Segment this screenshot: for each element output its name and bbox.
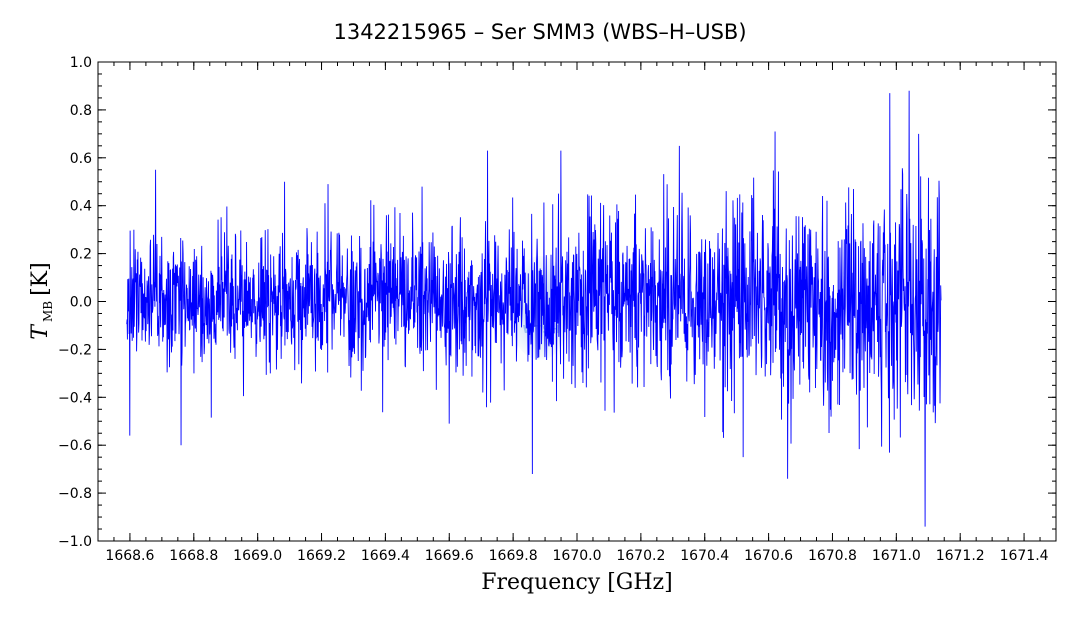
x-axis-ticks <box>97 62 1057 541</box>
y-axis-title-subscript: MB <box>41 301 55 322</box>
svg-text:TMB[K]: TMB [K] <box>28 262 55 339</box>
y-axis-tick-labels: −1.0 −0.8 −0.6 −0.4 −0.2 0.0 0.2 0.4 0.6 0.8 1.0 <box>58 55 92 550</box>
y-tick-label: −0.4 <box>58 390 92 406</box>
y-tick-label: 0.8 <box>70 103 92 119</box>
y-axis-title-unit: [K] <box>28 262 53 296</box>
y-tick-label: 1.0 <box>70 55 92 71</box>
x-tick-label: 1670.6 <box>744 548 793 564</box>
x-axis-label: Frequency [GHz] <box>481 570 673 595</box>
y-tick-label: −0.2 <box>58 342 92 358</box>
x-tick-label: 1670.4 <box>680 548 729 564</box>
x-tick-label: 1668.6 <box>105 548 154 564</box>
x-axis-title: Frequency [GHz] <box>481 570 673 595</box>
y-axis-ticks <box>98 61 1056 542</box>
x-tick-label: 1668.8 <box>169 548 218 564</box>
y-tick-label: −1.0 <box>58 534 92 550</box>
x-tick-label: 1671.2 <box>936 548 985 564</box>
spectrum-series-line <box>126 90 942 527</box>
y-tick-label: −0.6 <box>58 438 92 454</box>
y-axis-label: TMB [K] <box>28 262 55 339</box>
y-tick-label: −0.8 <box>58 486 92 502</box>
y-tick-label: 0.6 <box>70 151 92 167</box>
x-tick-label: 1669.2 <box>297 548 346 564</box>
x-axis-tick-labels: 1668.6 1668.8 1669.0 1669.2 1669.4 1669.6 1669… <box>105 548 1048 564</box>
x-tick-label: 1669.6 <box>425 548 474 564</box>
x-tick-label: 1669.4 <box>361 548 410 564</box>
y-tick-label: 0.2 <box>70 247 92 263</box>
y-axis-title-symbol: T <box>28 323 53 340</box>
x-tick-label: 1669.8 <box>489 548 538 564</box>
x-tick-label: 1671.4 <box>1000 548 1049 564</box>
x-tick-label: 1671.0 <box>872 548 921 564</box>
chart-title: 1342215965 – Ser SMM3 (WBS–H–USB) <box>333 20 746 44</box>
x-tick-label: 1670.2 <box>616 548 665 564</box>
x-tick-label: 1669.0 <box>233 548 282 564</box>
x-tick-label: 1670.0 <box>553 548 602 564</box>
x-tick-label: 1670.8 <box>808 548 857 564</box>
y-tick-label: 0.0 <box>70 295 92 311</box>
y-tick-label: 0.4 <box>70 199 92 215</box>
